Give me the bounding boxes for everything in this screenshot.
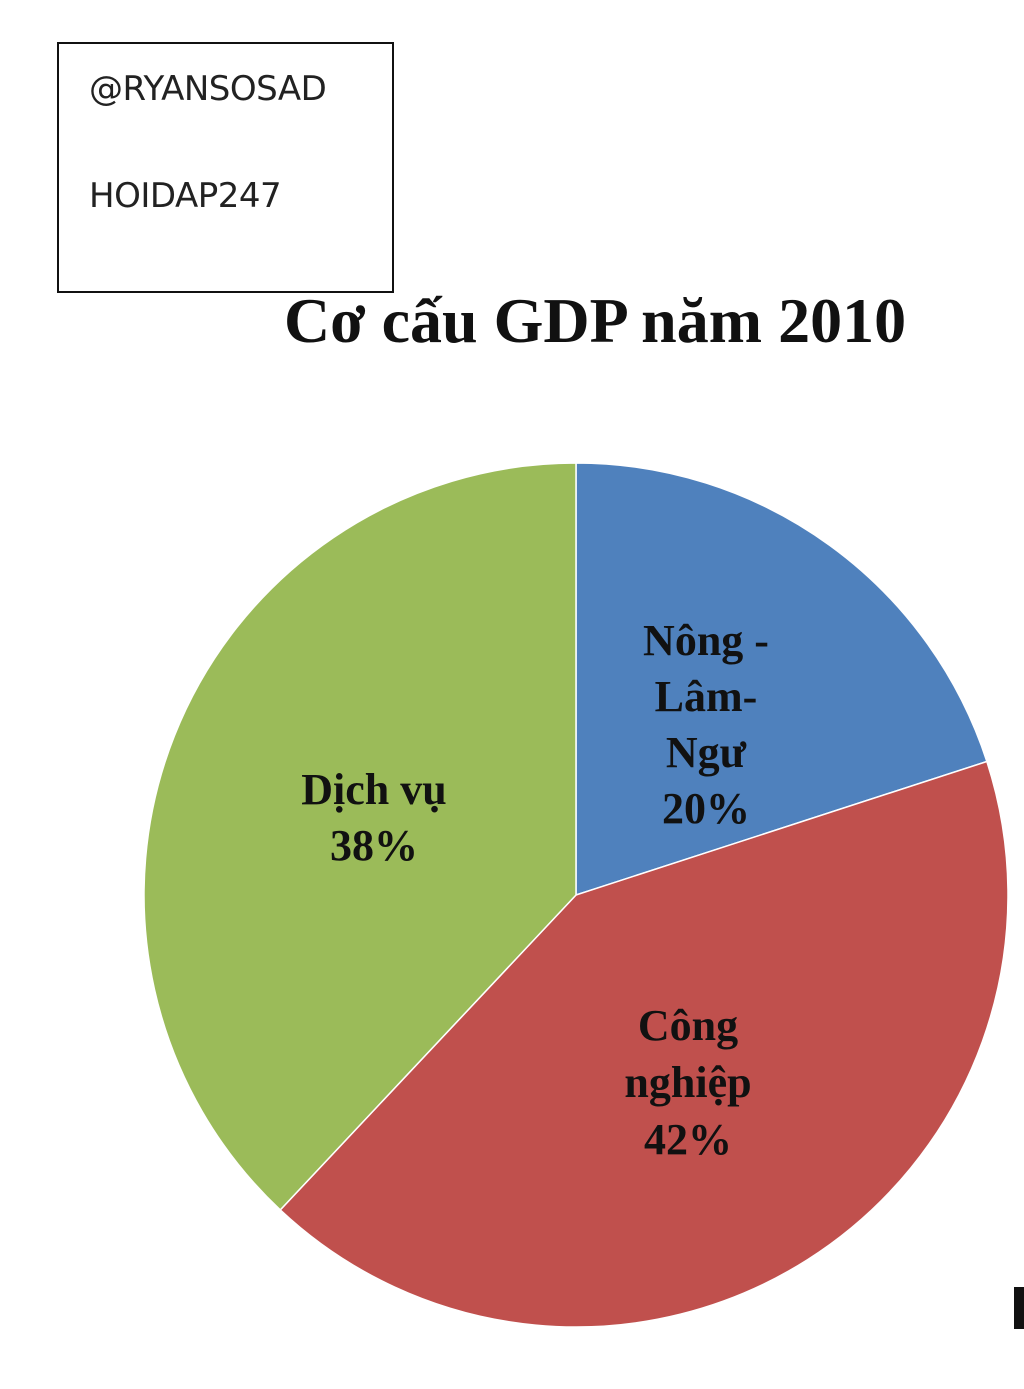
slice-category-label: Công xyxy=(638,1001,738,1050)
slice-value-label: 42% xyxy=(644,1115,732,1164)
pie-labels: Nông - Lâm- Ngư 20% Công nghiệp 42% Dịch vụ 38% xyxy=(301,616,769,1164)
slice-category-label: nghiệp xyxy=(624,1058,751,1107)
slice-category-label: Dịch vụ xyxy=(301,765,446,814)
slice-category-label: Ngư xyxy=(666,728,747,777)
cropped-text-fragment xyxy=(1014,1287,1024,1329)
pie-slice-3 xyxy=(143,462,577,1211)
slice-category-label: Lâm- xyxy=(655,672,758,721)
slice-category-label: Nông - xyxy=(643,616,769,665)
slice-value-label: 20% xyxy=(662,784,750,833)
watermark-site: HOIDAP247 xyxy=(89,176,282,216)
pie-slice-1 xyxy=(575,462,988,897)
slice-value-label: 38% xyxy=(330,821,418,870)
pie-slice-2 xyxy=(279,760,1009,1328)
pie-slice-label-2: Công nghiệp 42% xyxy=(624,1001,751,1164)
watermark-username: @RYANSOSAD xyxy=(89,69,327,109)
watermark-box: @RYANSOSAD HOIDAP247 xyxy=(57,42,394,293)
pie-slices xyxy=(143,462,1009,1328)
pie-slice-label-1: Nông - Lâm- Ngư 20% xyxy=(643,616,769,833)
pie-slice-label-3: Dịch vụ 38% xyxy=(301,765,446,870)
chart-title: Cơ cấu GDP năm 2010 xyxy=(283,285,907,356)
